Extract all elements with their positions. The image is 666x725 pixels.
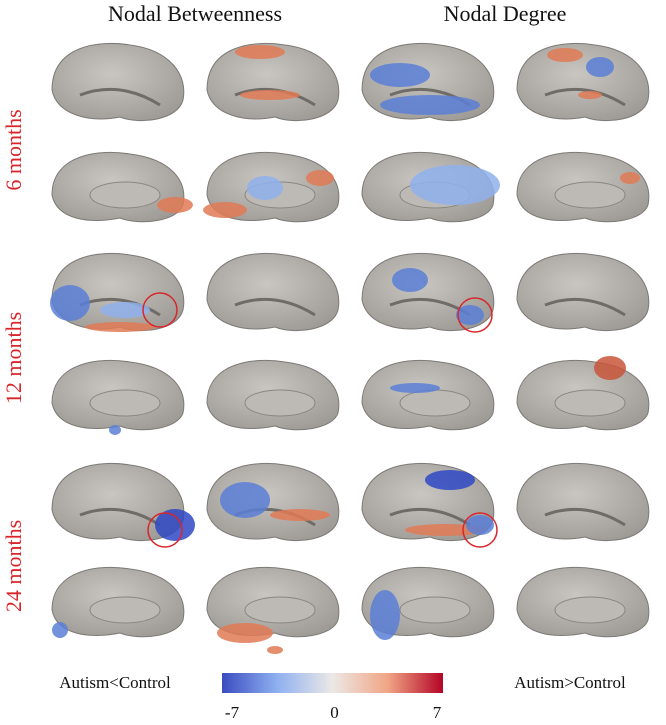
sulcus bbox=[234, 297, 316, 317]
sulcus bbox=[234, 87, 316, 107]
brain bbox=[206, 462, 340, 542]
column-header: Nodal Degree bbox=[444, 1, 567, 26]
corpus-callosum bbox=[244, 596, 316, 624]
activation-region bbox=[578, 91, 602, 99]
row-label: 24 months bbox=[1, 520, 26, 612]
brain bbox=[51, 462, 195, 548]
sulcus bbox=[544, 507, 626, 527]
brain bbox=[361, 151, 500, 223]
brain bbox=[361, 42, 495, 122]
corpus-callosum bbox=[89, 181, 161, 209]
sulcus bbox=[79, 507, 161, 527]
corpus-callosum bbox=[554, 389, 626, 417]
sulcus bbox=[544, 87, 626, 107]
corpus-callosum bbox=[89, 596, 161, 624]
activation-region bbox=[390, 383, 440, 393]
brain bbox=[516, 462, 650, 542]
row-label: 12 months bbox=[1, 312, 26, 404]
brain bbox=[206, 42, 340, 122]
corpus-callosum bbox=[554, 181, 626, 209]
activation-region bbox=[52, 622, 68, 638]
colorbar-tick-label: 0 bbox=[330, 703, 339, 722]
colorbar bbox=[222, 673, 443, 693]
activation-region bbox=[50, 285, 90, 321]
activation-region bbox=[456, 305, 484, 325]
activation-region bbox=[425, 470, 475, 490]
brain-grid bbox=[50, 42, 650, 654]
brain bbox=[51, 42, 185, 122]
highlight-circle bbox=[147, 512, 183, 548]
activation-region bbox=[370, 590, 400, 640]
corpus-callosum bbox=[244, 389, 316, 417]
brain bbox=[203, 151, 340, 223]
brain bbox=[51, 566, 185, 638]
activation-region bbox=[392, 268, 428, 292]
highlight-circle bbox=[462, 512, 498, 548]
activation-region bbox=[85, 322, 155, 332]
activation-region bbox=[100, 302, 150, 318]
corpus-callosum bbox=[399, 389, 471, 417]
colorbar-ticks: -7 0 7 bbox=[225, 703, 442, 722]
brain bbox=[206, 252, 340, 332]
activation-region bbox=[594, 356, 626, 380]
column-header: Nodal Betweenness bbox=[108, 1, 282, 26]
activation-region bbox=[235, 45, 285, 59]
corpus-callosum bbox=[554, 596, 626, 624]
activation-region bbox=[270, 509, 330, 521]
brain bbox=[51, 359, 185, 435]
corpus-callosum bbox=[399, 596, 471, 624]
brain bbox=[361, 566, 495, 640]
activation-region bbox=[155, 509, 195, 541]
highlight-circle bbox=[457, 297, 493, 333]
activation-region bbox=[109, 425, 121, 435]
brain bbox=[361, 252, 495, 333]
activation-region bbox=[240, 90, 300, 100]
highlight-circle bbox=[142, 292, 178, 328]
activation-region bbox=[217, 623, 273, 643]
activation-region bbox=[247, 176, 283, 200]
activation-region bbox=[157, 197, 193, 213]
activation-region bbox=[370, 63, 430, 87]
brain bbox=[516, 151, 650, 223]
brain bbox=[361, 462, 498, 548]
brain bbox=[50, 252, 185, 332]
brain bbox=[206, 566, 340, 654]
activation-region bbox=[380, 95, 480, 115]
activation-region bbox=[547, 48, 583, 62]
activation-region bbox=[586, 57, 614, 77]
colorbar-right-label: Autism>Control bbox=[514, 673, 626, 692]
brain bbox=[361, 359, 495, 431]
activation-region bbox=[405, 524, 485, 536]
activation-region bbox=[466, 515, 494, 535]
activation-region bbox=[620, 172, 640, 184]
brain bbox=[516, 566, 650, 638]
brain-surface bbox=[516, 252, 650, 332]
corpus-callosum bbox=[89, 389, 161, 417]
sulcus bbox=[544, 297, 626, 317]
row-label: 6 months bbox=[1, 109, 26, 190]
brain-surface bbox=[51, 42, 185, 122]
activation-region bbox=[306, 170, 334, 186]
activation-region bbox=[220, 482, 270, 518]
colorbar-left-label: Autism<Control bbox=[59, 673, 171, 692]
sulcus bbox=[79, 87, 161, 107]
colorbar-tick-label: -7 bbox=[225, 703, 240, 722]
brain bbox=[516, 42, 650, 122]
colorbar-tick-label: 7 bbox=[433, 703, 442, 722]
activation-region bbox=[267, 646, 283, 654]
activation-region bbox=[410, 165, 500, 205]
brain bbox=[516, 356, 650, 431]
brain bbox=[516, 252, 650, 332]
brain-surface bbox=[206, 252, 340, 332]
brain bbox=[51, 151, 193, 223]
brain-surface bbox=[516, 462, 650, 542]
activation-region bbox=[203, 202, 247, 218]
brain bbox=[206, 359, 340, 431]
sulcus bbox=[389, 507, 471, 527]
